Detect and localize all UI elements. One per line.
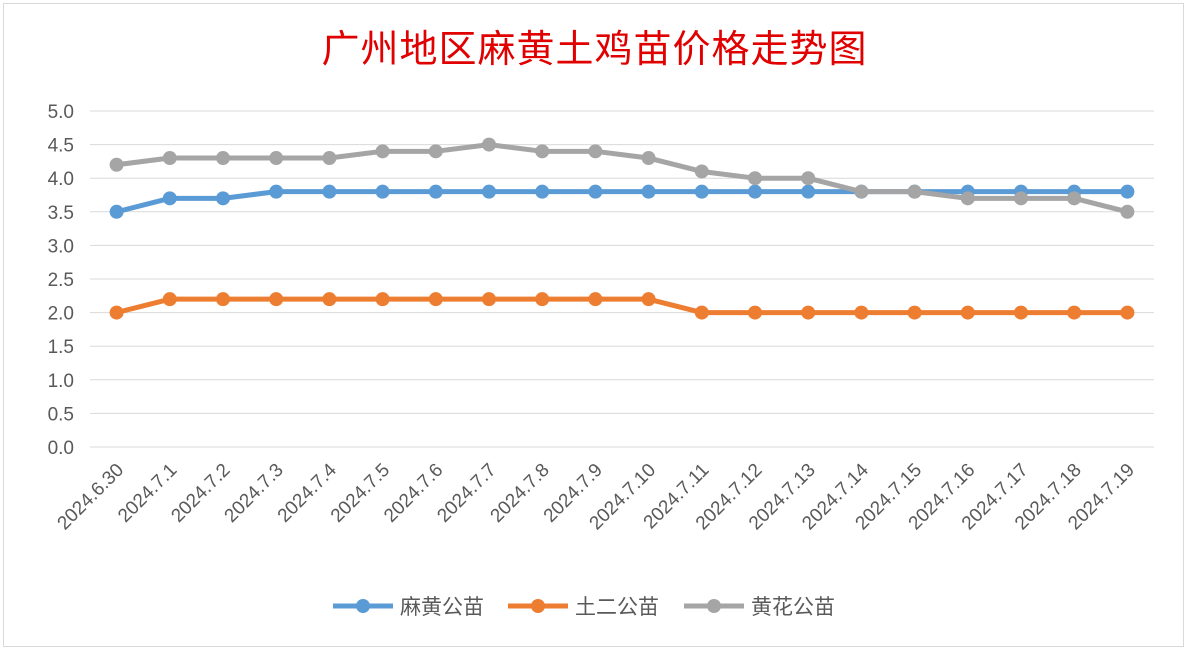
series-1 <box>109 292 1135 320</box>
series-line <box>114 296 1130 316</box>
data-point <box>641 151 656 166</box>
y-tick-label: 5.0 <box>48 102 74 123</box>
data-point <box>1014 305 1028 320</box>
data-point <box>1067 305 1082 320</box>
data-point <box>1067 191 1082 206</box>
data-point <box>375 144 390 159</box>
data-point <box>1120 204 1135 219</box>
data-point <box>428 144 443 159</box>
data-point <box>535 144 550 159</box>
data-point <box>1014 191 1028 206</box>
data-point <box>428 184 443 199</box>
data-point <box>375 292 390 307</box>
data-point <box>535 292 550 307</box>
y-tick-label: 4.0 <box>48 169 74 190</box>
data-point <box>907 305 922 320</box>
data-point <box>269 184 284 199</box>
data-point <box>1120 305 1135 320</box>
x-axis-ticks: 2024.6.302024.7.12024.7.22024.7.32024.7.… <box>54 459 1139 534</box>
data-point <box>109 157 124 172</box>
x-tick-label: 2024.6.30 <box>54 460 129 535</box>
data-point <box>375 184 390 199</box>
legend-item: 麻黄公苗 <box>333 595 484 619</box>
data-point <box>748 171 762 186</box>
legend-label: 麻黄公苗 <box>400 595 484 619</box>
data-point <box>694 184 709 199</box>
data-point <box>801 171 816 186</box>
data-point <box>854 305 869 320</box>
legend-marker <box>356 599 370 613</box>
data-point <box>960 305 975 320</box>
y-tick-label: 3.5 <box>48 203 74 224</box>
data-point <box>588 292 603 307</box>
legend-label: 黄花公苗 <box>751 595 835 619</box>
series-lines <box>109 137 1135 320</box>
legend-item: 黄花公苗 <box>684 595 835 619</box>
data-point <box>960 191 975 206</box>
data-point <box>269 292 284 307</box>
data-point <box>748 184 762 199</box>
data-point <box>322 151 337 166</box>
data-point <box>482 292 496 307</box>
data-point <box>109 204 124 219</box>
data-point <box>482 137 496 152</box>
data-point <box>322 292 337 307</box>
data-point <box>801 305 816 320</box>
y-tick-label: 1.0 <box>48 371 74 392</box>
data-point <box>216 191 230 206</box>
legend-marker <box>531 599 545 613</box>
data-point <box>641 184 656 199</box>
chart-frame <box>3 3 1184 647</box>
legend-marker <box>707 599 721 613</box>
y-tick-label: 0.0 <box>48 438 74 459</box>
data-point <box>588 184 603 199</box>
series-line <box>114 142 1130 215</box>
data-point <box>216 151 230 166</box>
data-point <box>162 292 177 307</box>
data-point <box>322 184 337 199</box>
data-point <box>482 184 496 199</box>
data-point <box>748 305 762 320</box>
y-axis-ticks: 0.0 0.5 1.0 1.5 2.0 2.5 3.0 3.5 4.0 4.5 5.0 <box>48 102 74 459</box>
legend-label: 土二公苗 <box>575 595 659 619</box>
data-point <box>854 184 869 199</box>
data-point <box>588 144 603 159</box>
series-2 <box>109 137 1135 219</box>
data-point <box>269 151 284 166</box>
gridlines <box>90 110 1154 448</box>
y-tick-label: 1.5 <box>48 337 74 358</box>
data-point <box>694 305 709 320</box>
data-point <box>216 292 230 307</box>
data-point <box>907 184 922 199</box>
y-tick-label: 2.0 <box>48 304 74 325</box>
legend: 麻黄公苗 土二公苗 黄花公苗 <box>333 595 835 619</box>
y-tick-label: 3.0 <box>48 236 74 257</box>
y-tick-label: 4.5 <box>48 136 74 157</box>
data-point <box>801 184 816 199</box>
data-point <box>535 184 550 199</box>
data-point <box>428 292 443 307</box>
data-point <box>162 151 177 166</box>
data-point <box>109 305 124 320</box>
data-point <box>1120 184 1135 199</box>
series-line <box>114 189 1130 215</box>
data-point <box>641 292 656 307</box>
data-point <box>694 164 709 179</box>
y-tick-label: 0.5 <box>48 404 74 425</box>
chart-title: 广州地区麻黄土鸡苗价格走势图 <box>321 27 868 71</box>
legend-item: 土二公苗 <box>508 595 659 619</box>
data-point <box>162 191 177 206</box>
series-0 <box>109 184 1135 219</box>
y-tick-label: 2.5 <box>48 270 74 291</box>
